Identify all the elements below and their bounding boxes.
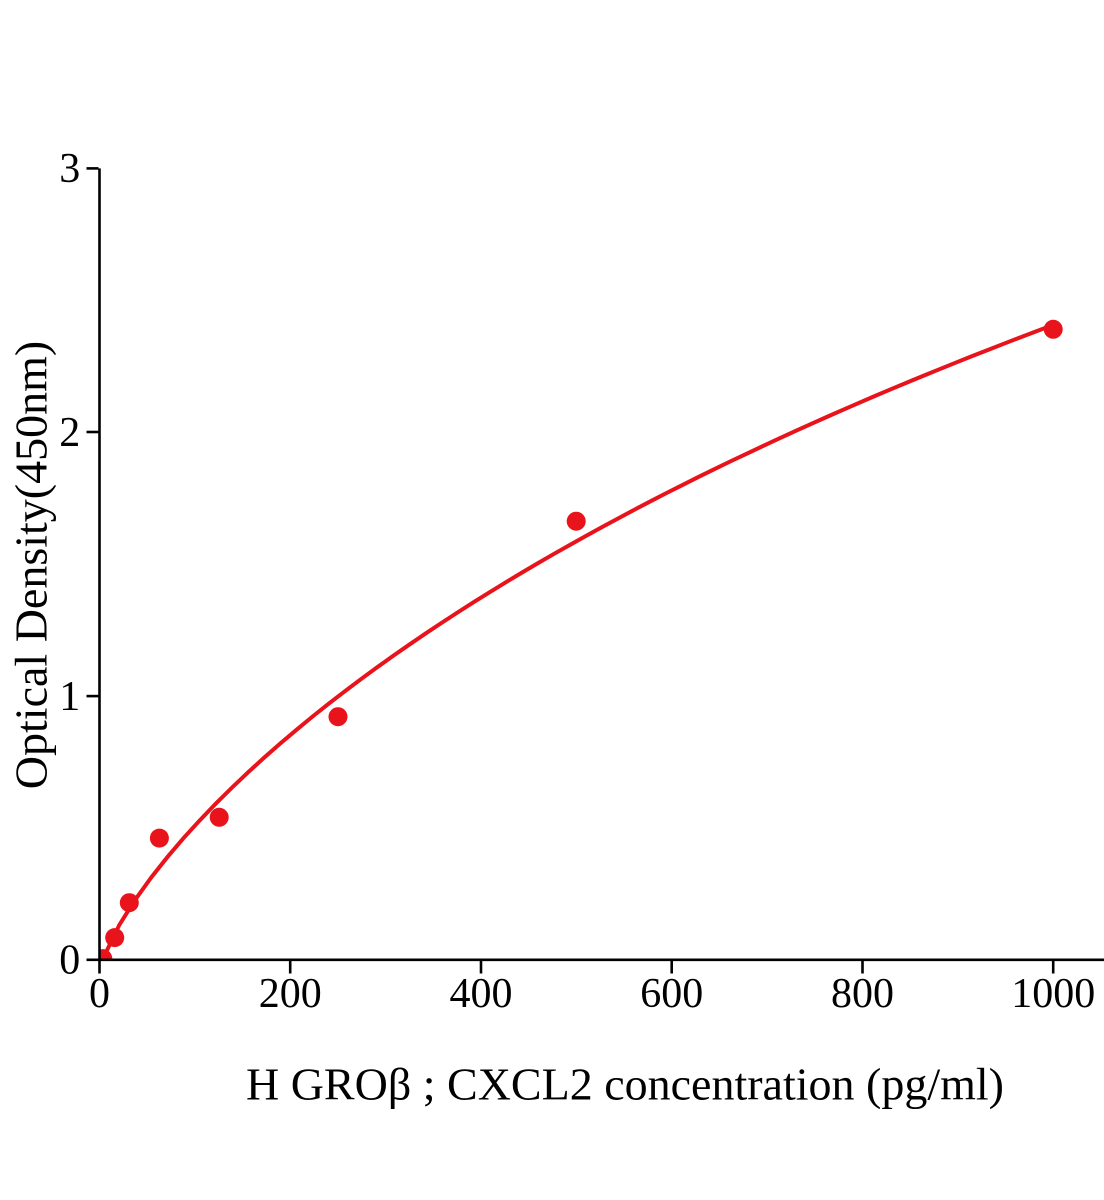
svg-text:3: 3 xyxy=(59,146,80,192)
svg-text:Optical Density(450nm): Optical Density(450nm) xyxy=(6,341,57,789)
svg-text:800: 800 xyxy=(831,971,894,1017)
svg-text:1000: 1000 xyxy=(1011,971,1095,1017)
svg-text:400: 400 xyxy=(450,971,513,1017)
svg-text:0: 0 xyxy=(59,938,80,984)
svg-text:600: 600 xyxy=(640,971,703,1017)
svg-text:H GROβ ; CXCL2 concentration (: H GROβ ; CXCL2 concentration (pg/ml) xyxy=(246,1059,1004,1110)
svg-text:2: 2 xyxy=(59,410,80,456)
svg-text:1: 1 xyxy=(59,674,80,720)
svg-text:0: 0 xyxy=(89,971,110,1017)
svg-text:200: 200 xyxy=(259,971,322,1017)
